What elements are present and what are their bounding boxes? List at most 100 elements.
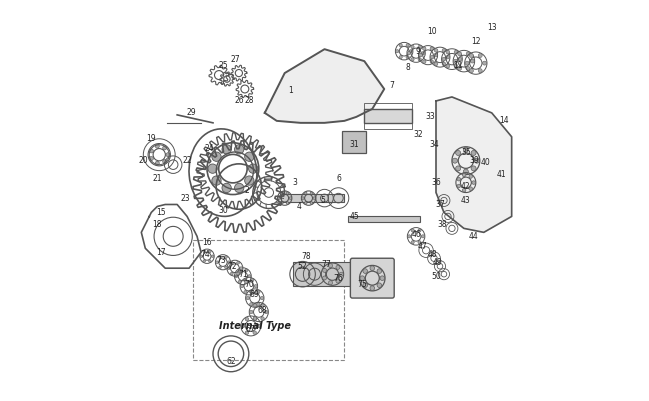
- Circle shape: [310, 202, 313, 204]
- Circle shape: [442, 49, 446, 52]
- Text: 5: 5: [320, 196, 325, 205]
- Bar: [281, 194, 345, 203]
- Circle shape: [219, 266, 221, 269]
- Circle shape: [253, 317, 257, 320]
- Circle shape: [466, 67, 470, 70]
- Circle shape: [257, 324, 260, 328]
- Circle shape: [250, 303, 253, 306]
- Circle shape: [446, 55, 450, 59]
- Circle shape: [261, 317, 264, 320]
- Circle shape: [370, 286, 374, 290]
- Text: 29: 29: [186, 108, 196, 117]
- Circle shape: [399, 55, 402, 59]
- Circle shape: [469, 69, 474, 73]
- Circle shape: [456, 150, 461, 156]
- Circle shape: [238, 269, 241, 272]
- Circle shape: [422, 60, 426, 63]
- Circle shape: [469, 187, 472, 190]
- Circle shape: [410, 50, 413, 53]
- Text: 10: 10: [427, 27, 437, 36]
- Circle shape: [304, 192, 307, 194]
- Circle shape: [310, 192, 313, 194]
- Circle shape: [235, 275, 238, 277]
- Circle shape: [328, 263, 332, 267]
- Circle shape: [246, 296, 249, 300]
- Circle shape: [149, 156, 153, 160]
- Circle shape: [463, 169, 469, 174]
- Text: 4: 4: [296, 202, 301, 211]
- Circle shape: [472, 181, 476, 184]
- Text: 43: 43: [461, 196, 471, 205]
- Text: 16: 16: [202, 238, 212, 247]
- Circle shape: [245, 176, 254, 185]
- Circle shape: [238, 280, 241, 284]
- Text: 75: 75: [358, 279, 367, 289]
- Circle shape: [155, 144, 159, 148]
- Bar: [193, 240, 345, 360]
- Circle shape: [457, 177, 461, 181]
- Text: 42: 42: [461, 182, 471, 191]
- Text: 69: 69: [250, 290, 260, 299]
- Text: 68: 68: [258, 306, 267, 314]
- Circle shape: [212, 255, 214, 257]
- Text: 74: 74: [200, 250, 210, 259]
- FancyBboxPatch shape: [350, 258, 394, 298]
- Circle shape: [208, 260, 211, 262]
- Text: 17: 17: [156, 248, 166, 257]
- Circle shape: [302, 197, 304, 199]
- Circle shape: [462, 188, 466, 192]
- Text: 67: 67: [246, 326, 256, 334]
- Text: 62: 62: [226, 357, 236, 366]
- Text: 72: 72: [227, 262, 237, 271]
- Circle shape: [458, 52, 461, 56]
- Circle shape: [289, 197, 291, 199]
- Text: 45: 45: [350, 212, 360, 221]
- Text: 38: 38: [437, 220, 447, 229]
- Circle shape: [253, 304, 257, 307]
- Circle shape: [239, 267, 243, 269]
- Circle shape: [245, 152, 254, 161]
- Circle shape: [208, 164, 217, 173]
- Circle shape: [251, 279, 254, 282]
- Circle shape: [222, 183, 231, 192]
- Circle shape: [380, 276, 385, 280]
- Circle shape: [251, 290, 254, 294]
- Circle shape: [430, 55, 434, 59]
- Circle shape: [225, 256, 227, 259]
- Text: 34: 34: [429, 140, 439, 149]
- Circle shape: [399, 44, 402, 47]
- Text: 21: 21: [153, 174, 162, 183]
- Circle shape: [408, 235, 411, 238]
- Circle shape: [244, 290, 247, 294]
- Text: 27: 27: [230, 55, 239, 64]
- Circle shape: [249, 164, 258, 173]
- Text: 2: 2: [245, 186, 249, 195]
- Text: 36: 36: [431, 178, 441, 187]
- Circle shape: [452, 158, 458, 163]
- Circle shape: [457, 184, 461, 188]
- Circle shape: [155, 161, 159, 165]
- Text: 22: 22: [182, 156, 192, 165]
- Circle shape: [280, 192, 283, 194]
- Text: 15: 15: [156, 208, 166, 217]
- Circle shape: [230, 272, 233, 275]
- Circle shape: [363, 283, 367, 288]
- Text: 7: 7: [390, 81, 395, 89]
- Circle shape: [313, 197, 315, 199]
- Circle shape: [261, 304, 264, 307]
- Text: 23: 23: [180, 194, 190, 203]
- Circle shape: [463, 147, 469, 152]
- Circle shape: [469, 175, 472, 178]
- Text: 76: 76: [334, 273, 343, 283]
- Text: 20: 20: [138, 156, 148, 165]
- Circle shape: [245, 331, 249, 334]
- Circle shape: [250, 290, 253, 294]
- Circle shape: [245, 317, 249, 321]
- Text: 28: 28: [244, 97, 254, 105]
- Text: 35: 35: [461, 148, 471, 157]
- Circle shape: [442, 57, 446, 61]
- Circle shape: [377, 269, 382, 273]
- Text: 19: 19: [147, 134, 156, 143]
- Circle shape: [434, 53, 437, 57]
- Bar: [349, 216, 420, 223]
